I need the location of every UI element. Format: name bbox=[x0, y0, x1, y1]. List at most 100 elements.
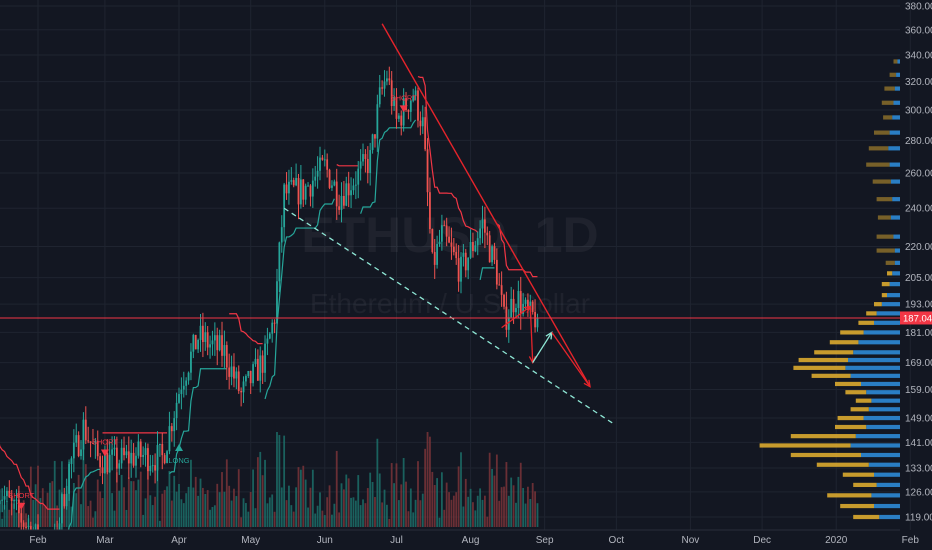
volume-bar bbox=[63, 496, 66, 527]
volume-bar bbox=[154, 496, 157, 527]
candle-body bbox=[500, 285, 503, 295]
volume-bar bbox=[273, 511, 276, 527]
candle-body bbox=[517, 291, 520, 309]
volume-bar bbox=[242, 498, 245, 527]
vp-row-down bbox=[840, 330, 864, 335]
candle-body bbox=[15, 499, 18, 501]
candle-body bbox=[476, 238, 479, 246]
last-price-label: 187.04 bbox=[903, 313, 932, 324]
candle-body bbox=[197, 339, 200, 350]
candle-body bbox=[0, 500, 1, 505]
candle-body bbox=[522, 303, 525, 315]
volume-bar bbox=[491, 468, 493, 527]
volume-bar bbox=[271, 494, 274, 527]
volume-bar bbox=[233, 488, 235, 527]
candle-body bbox=[72, 442, 75, 459]
candle-body bbox=[347, 183, 350, 196]
volume-bar bbox=[115, 472, 118, 527]
candle-body bbox=[225, 345, 228, 368]
vp-row-up bbox=[874, 472, 900, 477]
candle-body bbox=[221, 335, 223, 356]
volume-bar bbox=[350, 497, 352, 527]
short-signal-arrow bbox=[17, 502, 26, 510]
volume-bar bbox=[431, 471, 434, 527]
candle-body bbox=[326, 159, 329, 170]
candle-body bbox=[156, 444, 159, 471]
price-axis[interactable]: 380.00 360.00 340.00 320.00 300.00 280.00 260.… bbox=[905, 2, 932, 524]
vp-row-up bbox=[890, 179, 900, 184]
candle-body bbox=[99, 456, 102, 468]
vp-row-down bbox=[845, 390, 867, 395]
time-axis[interactable]: Feb Mar Apr May Jun Jul Aug Sep Oct Nov Dec 2020 Feb bbox=[0, 529, 932, 550]
candle-body bbox=[354, 184, 357, 186]
volume-bar bbox=[89, 500, 92, 527]
candle-body bbox=[452, 246, 455, 253]
vp-row-up bbox=[876, 482, 900, 488]
candle-body bbox=[209, 344, 211, 348]
candle-body bbox=[534, 311, 536, 328]
time-tick-label: Feb bbox=[902, 535, 920, 546]
volume-bar bbox=[371, 481, 374, 527]
time-tick-label: 2020 bbox=[825, 535, 848, 546]
volume-bar bbox=[519, 462, 522, 527]
candle-body bbox=[386, 78, 388, 82]
candle-body bbox=[249, 370, 252, 384]
volume-bar bbox=[323, 515, 326, 527]
candle-body bbox=[161, 443, 164, 456]
candle-body bbox=[448, 236, 450, 243]
volume-bar bbox=[182, 503, 185, 527]
volume-bar bbox=[440, 472, 443, 527]
vp-row-down bbox=[827, 493, 872, 498]
volume-bar bbox=[412, 512, 415, 527]
volume-bar bbox=[498, 500, 501, 527]
candle-body bbox=[488, 235, 491, 263]
volume-bar bbox=[194, 476, 197, 527]
volume-bar bbox=[302, 465, 305, 527]
price-tick-label: 141.00 bbox=[905, 438, 932, 449]
vp-row-up bbox=[861, 381, 900, 387]
volume-bar bbox=[235, 496, 238, 527]
candle-body bbox=[335, 181, 338, 207]
volume-bar bbox=[168, 470, 171, 527]
volume-bar bbox=[101, 498, 104, 527]
vp-row-up bbox=[853, 350, 900, 355]
vp-row-down bbox=[835, 381, 861, 387]
vp-row-up bbox=[850, 373, 900, 378]
volume-bar bbox=[500, 487, 503, 527]
volume-bar bbox=[314, 513, 317, 527]
volume-bar bbox=[321, 510, 324, 527]
candle-body bbox=[132, 452, 135, 466]
candle-body bbox=[491, 246, 493, 263]
candle-body bbox=[125, 451, 128, 456]
volume-bar bbox=[383, 489, 386, 527]
volume-bar bbox=[53, 460, 56, 527]
vp-row-down bbox=[881, 293, 887, 298]
last-price-tag bbox=[900, 311, 932, 325]
volume-bar bbox=[29, 466, 32, 527]
candle-body bbox=[182, 385, 185, 390]
candle-body bbox=[187, 372, 190, 381]
vp-row-up bbox=[893, 234, 900, 239]
candle-body bbox=[68, 463, 70, 494]
candle-body bbox=[216, 335, 219, 351]
volume-bar bbox=[178, 483, 180, 527]
candle-body bbox=[421, 117, 424, 127]
candle-body bbox=[252, 364, 254, 384]
volume-bar bbox=[120, 474, 123, 527]
candle-body bbox=[342, 195, 345, 206]
volume-bar bbox=[230, 500, 233, 527]
vp-row-down bbox=[840, 503, 874, 509]
candle-body bbox=[92, 442, 94, 444]
time-tick-label: Sep bbox=[536, 535, 554, 546]
candle-body bbox=[65, 493, 68, 507]
trend-drawings[interactable] bbox=[283, 23, 615, 425]
vp-row-up bbox=[855, 434, 900, 439]
volume-bar bbox=[342, 489, 345, 527]
volume-bar bbox=[41, 488, 44, 527]
candle-body bbox=[304, 185, 307, 200]
volume-bar bbox=[211, 506, 214, 527]
candle-body bbox=[302, 179, 305, 200]
candle-body bbox=[283, 184, 286, 228]
candle-body bbox=[137, 441, 140, 456]
